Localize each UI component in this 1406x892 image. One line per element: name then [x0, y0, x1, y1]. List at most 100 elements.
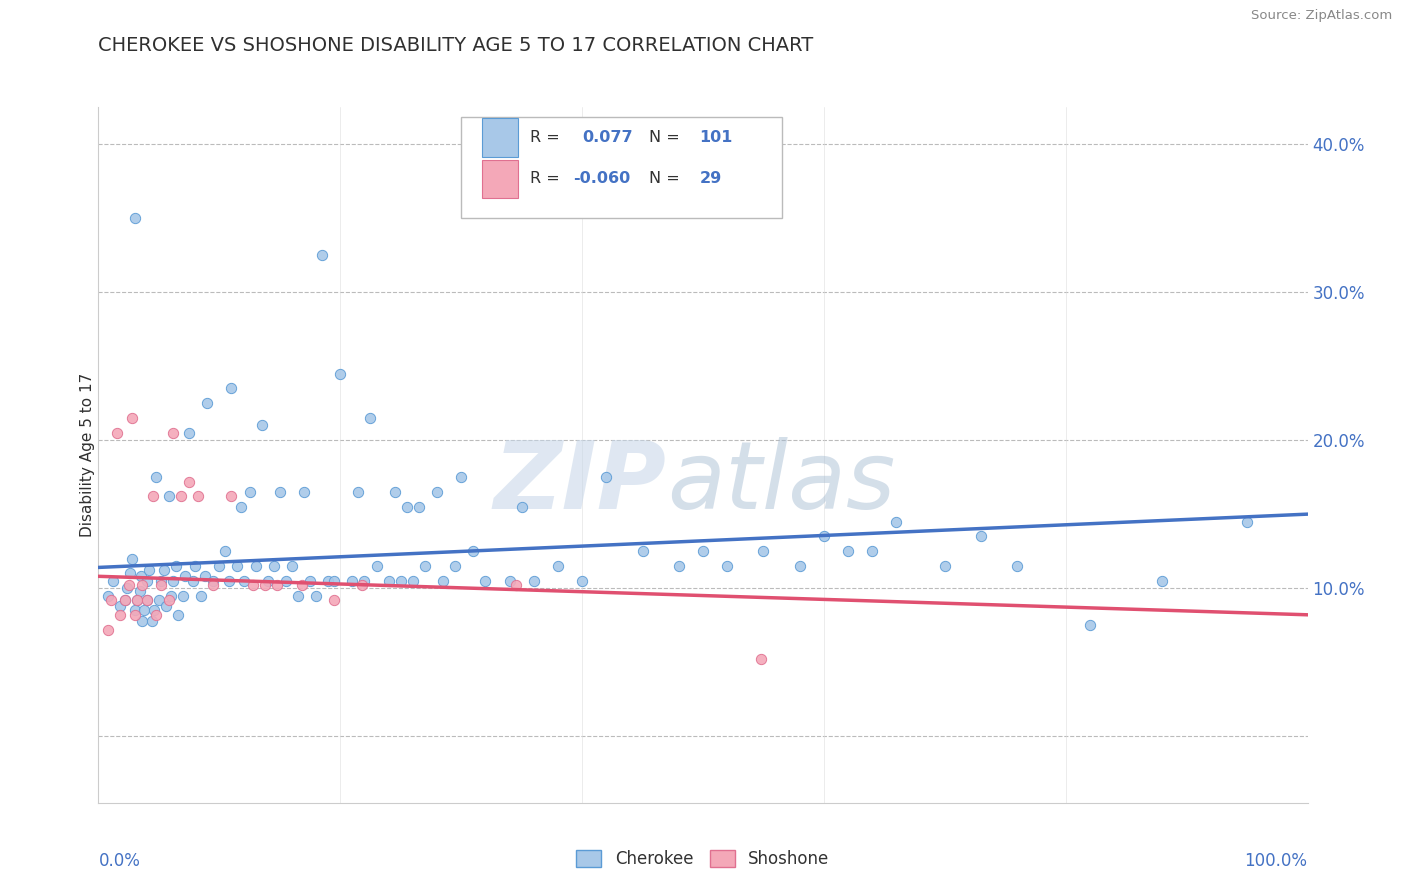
Point [316, 574, 339, 588]
Point [129, 569, 152, 583]
Point [292, 484, 315, 499]
Point [752, 544, 775, 558]
Point [145, 470, 167, 484]
Point [274, 574, 297, 588]
Point [152, 563, 174, 577]
Point [311, 248, 333, 262]
Point [114, 593, 136, 607]
Point [108, 599, 131, 613]
Point [169, 489, 191, 503]
Point [127, 593, 149, 607]
Point [181, 574, 204, 588]
Point [323, 593, 346, 607]
Point [505, 578, 527, 592]
Point [150, 578, 173, 592]
Point [886, 515, 908, 529]
Point [121, 411, 143, 425]
Text: -0.060: -0.060 [574, 171, 631, 186]
Point [366, 558, 388, 573]
Point [239, 484, 262, 499]
Point [498, 574, 520, 588]
Point [970, 529, 993, 543]
Point [269, 484, 291, 499]
Point [184, 558, 207, 573]
Point [350, 578, 373, 592]
Point [117, 581, 139, 595]
Text: 0.077: 0.077 [582, 130, 633, 145]
Point [287, 589, 309, 603]
Point [232, 574, 254, 588]
Point [668, 558, 690, 573]
Text: R =: R = [530, 130, 560, 145]
Point [177, 475, 201, 489]
Point [1236, 515, 1258, 529]
Bar [482, 160, 517, 198]
Point [263, 558, 285, 573]
Point [1078, 618, 1101, 632]
Text: Source: ZipAtlas.com: Source: ZipAtlas.com [1251, 9, 1392, 22]
Point [221, 489, 243, 503]
Point [174, 569, 197, 583]
Point [108, 607, 131, 622]
Point [692, 544, 714, 558]
Point [342, 574, 364, 588]
Text: N =: N = [648, 130, 679, 145]
Point [97, 589, 120, 603]
Point [150, 574, 173, 588]
Point [157, 593, 180, 607]
Text: 101: 101 [699, 130, 733, 145]
Point [474, 574, 496, 588]
Point [402, 574, 425, 588]
Text: 100.0%: 100.0% [1244, 852, 1308, 870]
Point [157, 489, 180, 503]
Point [131, 578, 153, 592]
Point [226, 558, 249, 573]
Point [190, 589, 212, 603]
Point [305, 589, 328, 603]
Point [162, 425, 184, 440]
Point [124, 603, 146, 617]
Point [138, 563, 160, 577]
Point [934, 558, 956, 573]
Point [229, 500, 252, 514]
Point [347, 484, 370, 499]
Point [97, 623, 120, 637]
Point [134, 603, 156, 617]
Point [101, 574, 124, 588]
Point [1007, 558, 1029, 573]
Point [571, 574, 593, 588]
Point [716, 558, 738, 573]
Point [426, 484, 449, 499]
Point [432, 574, 454, 588]
Point [266, 578, 288, 592]
Point [202, 574, 225, 588]
Text: 29: 29 [699, 171, 721, 186]
Point [395, 500, 418, 514]
Point [202, 578, 225, 592]
Point [860, 544, 883, 558]
Text: 0.0%: 0.0% [98, 852, 141, 870]
Point [127, 593, 149, 607]
Point [250, 418, 273, 433]
Point [408, 500, 430, 514]
Point [290, 578, 312, 592]
Point [118, 578, 141, 592]
Point [124, 211, 146, 225]
Point [214, 544, 236, 558]
Point [118, 566, 141, 581]
Point [105, 425, 128, 440]
Point [256, 574, 278, 588]
Point [218, 574, 240, 588]
Legend: Cherokee, Shoshone: Cherokee, Shoshone [569, 843, 837, 874]
Text: N =: N = [648, 171, 679, 186]
Point [837, 544, 859, 558]
Point [194, 569, 217, 583]
Point [242, 578, 264, 592]
Point [135, 593, 157, 607]
Point [160, 589, 183, 603]
Point [450, 470, 472, 484]
Point [135, 574, 157, 588]
Point [148, 593, 170, 607]
Point [329, 367, 352, 381]
Point [245, 558, 267, 573]
